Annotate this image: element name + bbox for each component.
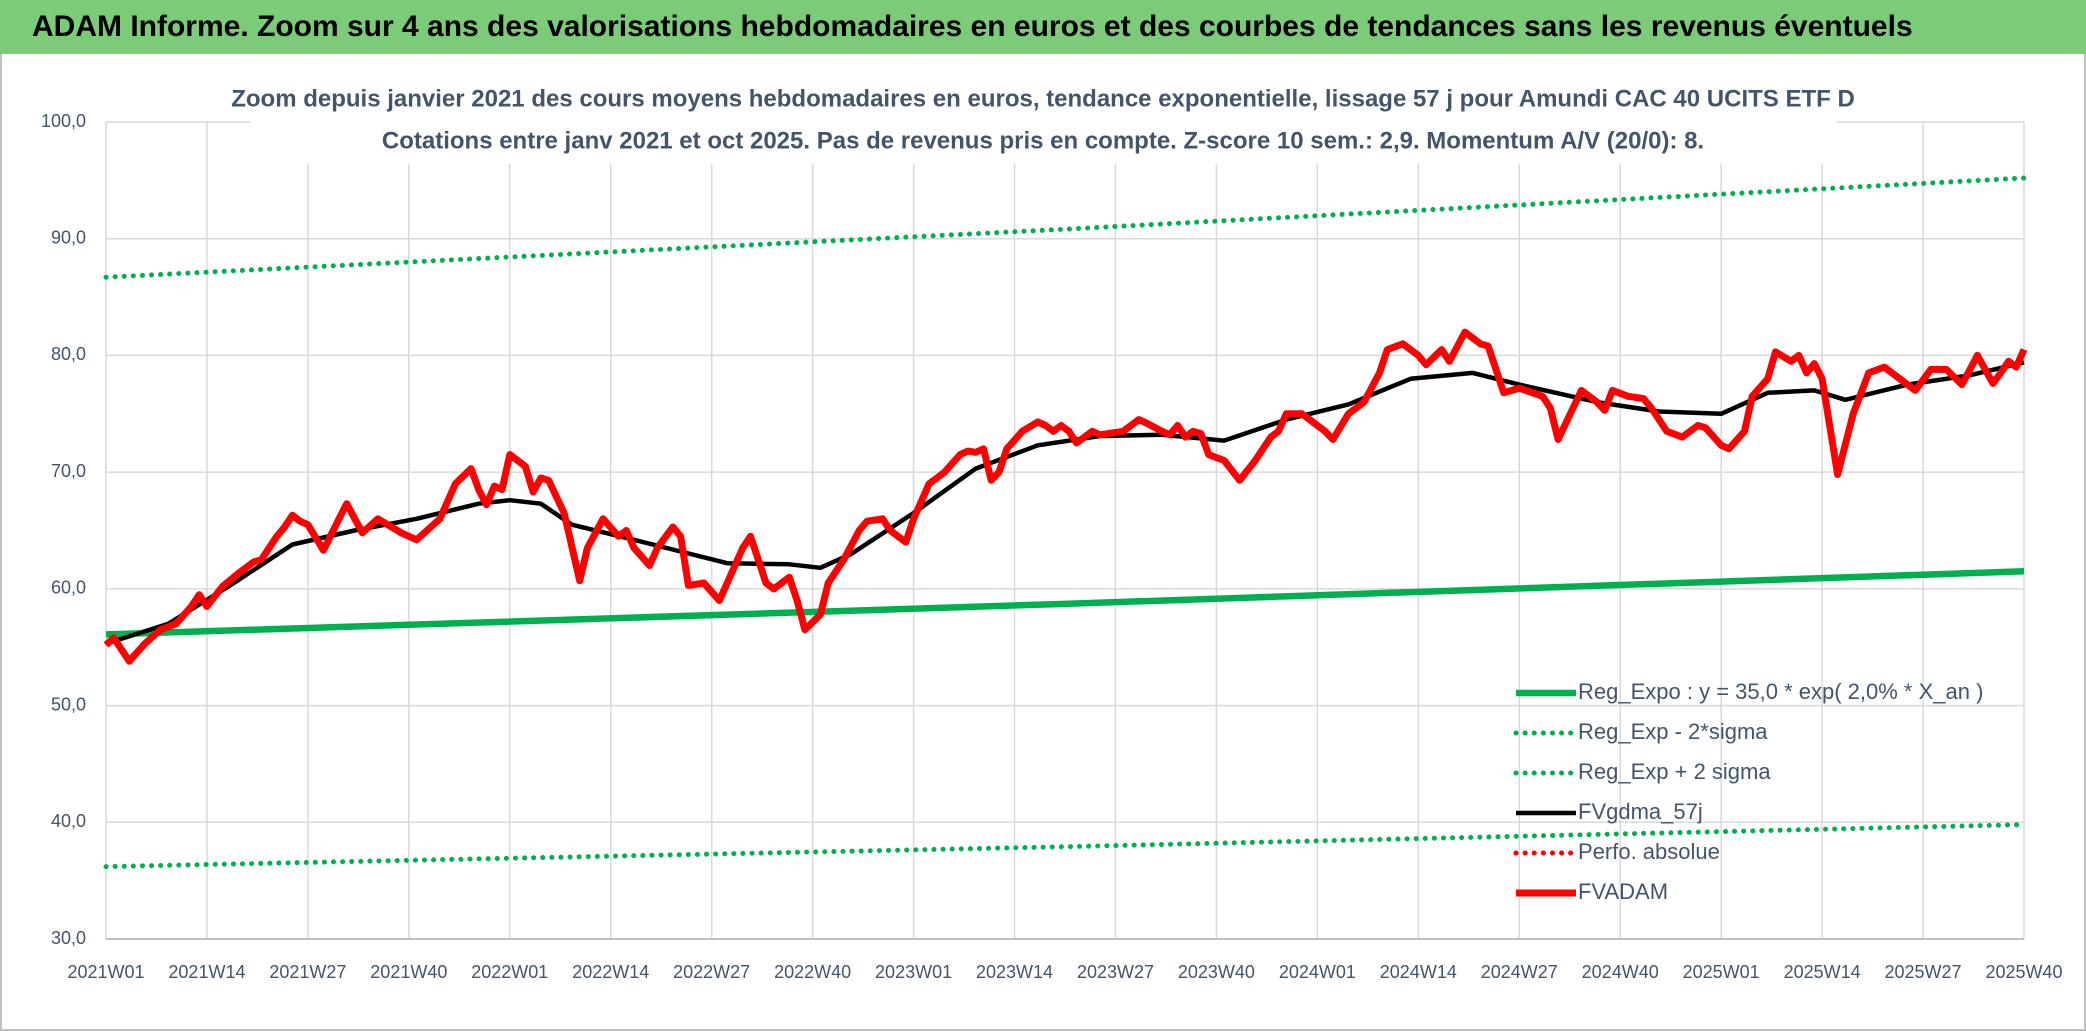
x-tick-label: 2025W14 <box>1784 962 1861 982</box>
x-tick-label: 2025W01 <box>1683 962 1760 982</box>
series-line <box>105 568 2025 638</box>
x-tick-label: 2025W40 <box>1985 962 2062 982</box>
legend-label: FVgdma_57j <box>1578 799 1703 824</box>
y-tick-label: 90,0 <box>51 227 86 247</box>
x-tick-label: 2024W27 <box>1481 962 1558 982</box>
legend-label: Reg_Exp + 2 sigma <box>1578 759 1771 784</box>
x-tick-label: 2022W14 <box>572 962 649 982</box>
x-tick-label: 2024W40 <box>1582 962 1659 982</box>
y-tick-label: 70,0 <box>51 461 86 481</box>
series-line <box>103 822 2027 870</box>
x-tick-label: 2021W14 <box>168 962 245 982</box>
x-tick-label: 2021W40 <box>370 962 447 982</box>
x-tick-label: 2024W14 <box>1380 962 1457 982</box>
x-tick-label: 2023W40 <box>1178 962 1255 982</box>
y-tick-label: 80,0 <box>51 344 86 364</box>
x-tick-label: 2021W27 <box>269 962 346 982</box>
chart-title: Zoom depuis janvier 2021 des cours moyen… <box>231 85 1855 112</box>
x-tick-label: 2023W14 <box>976 962 1053 982</box>
series-line <box>103 175 2027 280</box>
legend-label: FVADAM <box>1578 879 1668 904</box>
legend-label: Perfo. absolue <box>1578 839 1720 864</box>
y-tick-label: 30,0 <box>51 928 86 948</box>
x-tick-label: 2023W01 <box>875 962 952 982</box>
header-title: ADAM Informe. Zoom sur 4 ans des valoris… <box>32 10 1913 43</box>
x-tick-label: 2022W27 <box>673 962 750 982</box>
x-tick-label: 2025W27 <box>1885 962 1962 982</box>
x-tick-label: 2022W01 <box>471 962 548 982</box>
chart-subtitle: Cotations entre janv 2021 et oct 2025. P… <box>382 127 1704 154</box>
y-tick-label: 40,0 <box>51 811 86 831</box>
title-backdrop <box>250 82 1836 164</box>
header-bar <box>0 0 2086 54</box>
y-tick-label: 50,0 <box>51 694 86 714</box>
series-line <box>103 328 2028 665</box>
y-tick-label: 100,0 <box>41 111 86 131</box>
legend-label: Reg_Exp - 2*sigma <box>1578 719 1768 744</box>
legend-label: Reg_Expo : y = 35,0 * exp( 2,0% * X_an ) <box>1578 679 1983 704</box>
x-tick-label: 2024W01 <box>1279 962 1356 982</box>
x-tick-label: 2022W40 <box>774 962 851 982</box>
x-tick-label: 2021W01 <box>67 962 144 982</box>
y-tick-label: 60,0 <box>51 578 86 598</box>
plot-area: 30,0 40,0 50,0 60,0 70,0 80,0 90,0 100,0 2021W01… <box>41 111 2063 982</box>
x-tick-label: 2023W27 <box>1077 962 1154 982</box>
